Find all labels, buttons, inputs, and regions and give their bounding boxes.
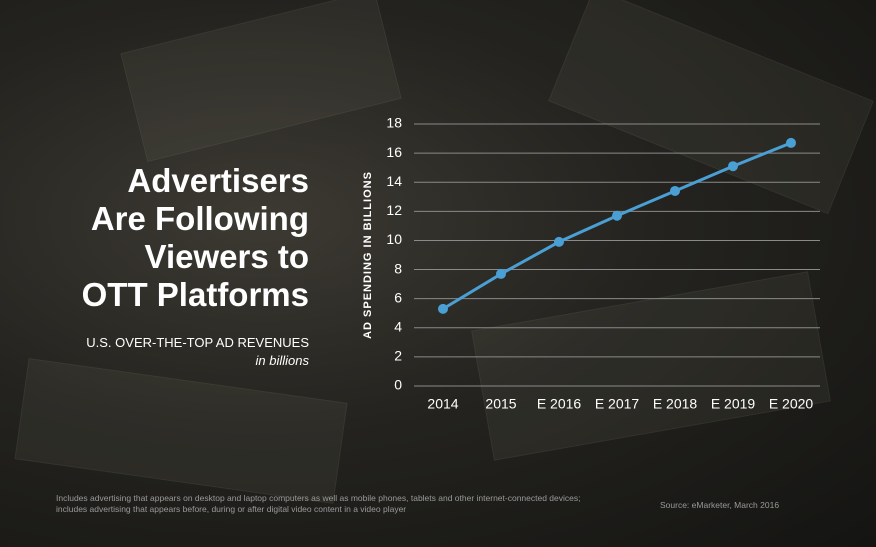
x-tick-label: 2014 (427, 396, 458, 412)
y-tick-label: 2 (394, 348, 402, 364)
source: Source: eMarketer, March 2016 (660, 500, 780, 510)
title-line: Viewers to (144, 238, 309, 275)
y-axis-label: AD SPENDING IN BILLIONS (362, 171, 374, 339)
title-line: Are Following (90, 200, 309, 237)
data-point (438, 303, 448, 314)
data-point (786, 137, 796, 148)
y-tick-label: 8 (394, 260, 402, 276)
data-point (728, 161, 738, 172)
data-point (670, 185, 680, 196)
title-line: OTT Platforms (81, 276, 309, 313)
x-tick-label: E 2017 (595, 396, 640, 412)
x-tick-label: E 2019 (711, 396, 756, 412)
subtitle: U.S. OVER-THE-TOP AD REVENUES (86, 335, 309, 350)
subtitle-note: in billions (255, 353, 309, 368)
footnote: Includes advertising that appears on des… (56, 493, 581, 514)
y-tick-label: 4 (394, 318, 402, 334)
title-line: Advertisers (127, 162, 309, 199)
title: Advertisers Are Following Viewers to OTT… (82, 162, 309, 314)
x-tick-label: E 2016 (537, 396, 582, 412)
subtitle-block: U.S. OVER-THE-TOP AD REVENUES in billion… (86, 334, 309, 370)
y-tick-label: 18 (386, 115, 402, 131)
y-tick-label: 0 (394, 377, 402, 393)
series-line (442, 141, 792, 311)
data-point (496, 268, 506, 279)
x-tick-label: E 2020 (769, 396, 814, 412)
data-point (554, 236, 564, 247)
y-tick-label: 6 (394, 289, 402, 305)
data-point (612, 210, 622, 221)
y-tick-label: 14 (386, 173, 402, 189)
y-tick-label: 10 (386, 231, 402, 247)
x-tick-label: E 2018 (653, 396, 698, 412)
y-tick-label: 16 (386, 144, 402, 160)
y-tick-label: 12 (386, 202, 402, 218)
x-tick-label: 2015 (485, 396, 516, 412)
